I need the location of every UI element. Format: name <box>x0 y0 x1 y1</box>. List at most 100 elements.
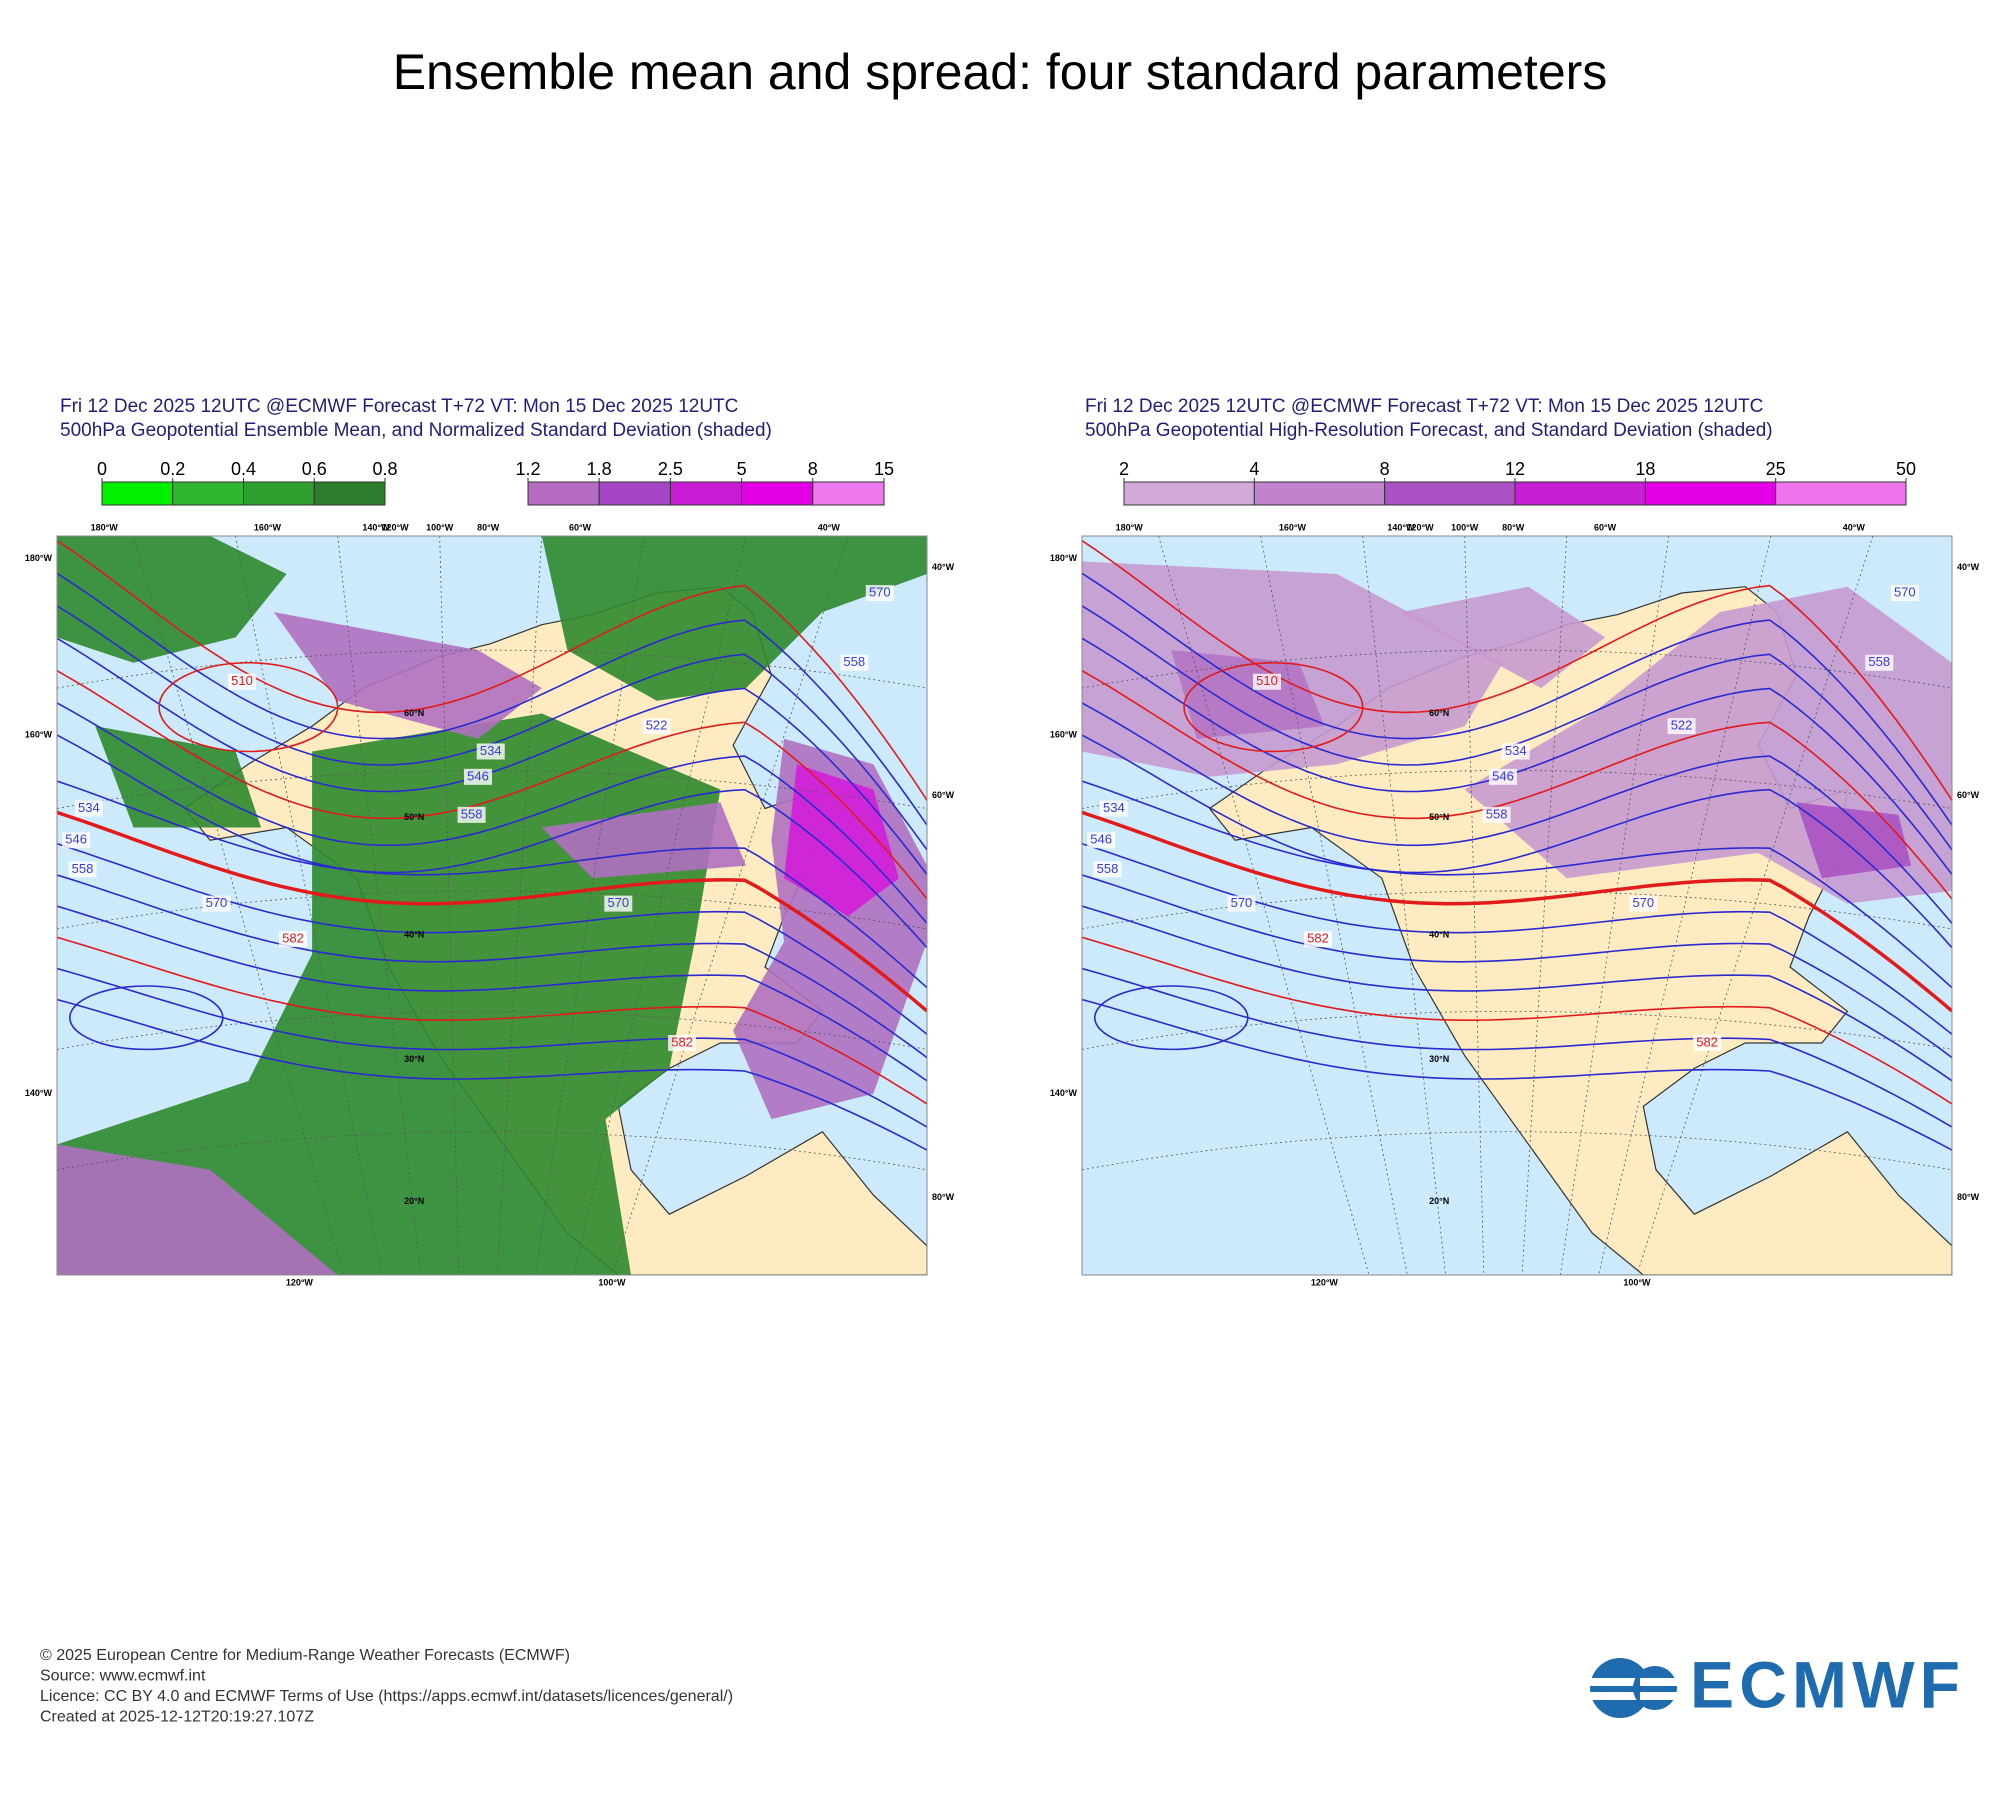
map-frame <box>1081 535 1953 1276</box>
contour-label-bg <box>202 895 231 912</box>
contour-line <box>57 905 927 1082</box>
graticule <box>57 1131 927 1171</box>
degree-label: 30°N <box>404 1054 424 1064</box>
panel-header: 500hPa Geopotential Ensemble Mean, and N… <box>60 420 772 441</box>
degree-label: 40°W <box>932 562 955 572</box>
contour-line <box>57 874 927 1059</box>
degree-label: 120°W <box>286 1277 314 1287</box>
colorbar-segment <box>313 481 386 506</box>
degree-label: 60°W <box>569 522 592 532</box>
map <box>57 536 927 1275</box>
contour-label-bg <box>74 800 103 817</box>
colorbar-segment <box>101 481 174 506</box>
contour-label: 558 <box>461 806 483 821</box>
contour-label-bg <box>1303 931 1332 948</box>
footer-line: © 2025 European Centre for Medium-Range … <box>40 1647 570 1664</box>
contour-label: 534 <box>480 743 502 758</box>
graticule <box>57 890 927 930</box>
panel-header: Fri 12 Dec 2025 12UTC @ECMWF Forecast T+… <box>1085 396 1763 417</box>
colorbar-tick-label: 18 <box>1635 459 1655 479</box>
contour-line <box>1082 874 1952 1059</box>
shaded-area <box>95 726 262 828</box>
contour-line <box>158 661 339 753</box>
contour-label-bg <box>1667 718 1696 735</box>
shaded-area <box>57 713 721 1275</box>
graticule <box>1082 1010 1952 1050</box>
colorbar-tick-label: 50 <box>1896 459 1916 479</box>
contour-label: 558 <box>843 654 865 669</box>
degree-label: 180°W <box>1050 553 1078 563</box>
panel-header: 500hPa Geopotential High-Resolution Fore… <box>1085 420 1773 441</box>
degree-label: 60°N <box>404 708 424 718</box>
degree-label: 160°W <box>1279 522 1307 532</box>
colorbar-tick-label: 25 <box>1766 459 1786 479</box>
graticule <box>1082 890 1952 930</box>
colorbar-segment <box>812 481 885 506</box>
colorbar-tick-label: 8 <box>808 459 818 479</box>
colorbar-segment <box>1384 481 1516 506</box>
degree-label: 160°W <box>254 522 282 532</box>
map <box>1082 536 1952 1275</box>
shaded-area <box>1796 802 1912 879</box>
contour-line <box>57 810 927 1013</box>
degree-label: 60°W <box>1957 790 1980 800</box>
contour-line <box>1082 936 1952 1105</box>
colorbar-tick-label: 0 <box>97 459 107 479</box>
contour-label-bg <box>1890 585 1919 602</box>
degree-label: 100°W <box>1623 1277 1651 1287</box>
contour-label: 558 <box>72 861 94 876</box>
contour-label: 570 <box>607 895 629 910</box>
map-frame <box>56 535 928 1276</box>
colorbar-tick-label: 5 <box>737 459 747 479</box>
degree-label: 60°W <box>932 790 955 800</box>
colorbar-segment <box>669 481 743 506</box>
degree-label: 80°W <box>477 522 500 532</box>
colorbar-tick-label: 12 <box>1505 459 1525 479</box>
degree-label: 40°N <box>404 930 424 940</box>
degree-label: 100°W <box>598 1277 626 1287</box>
degree-label: 100°W <box>1451 522 1479 532</box>
colorbar-tick-label: 15 <box>874 459 894 479</box>
contour-line <box>1082 780 1952 989</box>
degree-label: 140°W <box>1050 1088 1078 1098</box>
contour-label: 558 <box>1097 861 1119 876</box>
degree-label: 180°W <box>1116 522 1144 532</box>
graticule <box>235 536 383 1275</box>
degree-label: 180°W <box>25 553 53 563</box>
graticule <box>57 649 927 689</box>
degree-label: 40°W <box>818 522 841 532</box>
contour-line <box>1082 540 1952 801</box>
graticule <box>1082 649 1952 689</box>
contour-line <box>1082 967 1952 1128</box>
colorbar-segment <box>598 481 671 506</box>
contour-label-bg <box>62 832 91 849</box>
colorbar-segment <box>172 481 244 506</box>
degree-label: 40°W <box>1843 522 1866 532</box>
footer-line: Created at 2025-12-12T20:19:27.107Z <box>40 1709 314 1726</box>
contour-line <box>57 637 927 875</box>
contour-line <box>57 670 927 900</box>
contour-line <box>57 572 927 826</box>
contour-line <box>57 780 927 989</box>
contour-label-bg <box>1865 654 1894 671</box>
graticule <box>57 1010 927 1050</box>
contour-label: 510 <box>231 673 253 688</box>
graticule <box>1521 536 1568 1275</box>
contour-label: 582 <box>671 1034 693 1049</box>
degree-label: 80°W <box>932 1192 955 1202</box>
graticule <box>1636 536 1874 1275</box>
shaded-area <box>1400 586 1605 689</box>
graticule <box>611 536 849 1275</box>
contour-label-bg <box>1693 1035 1722 1052</box>
colorbar-segment <box>1253 481 1386 506</box>
contour-line <box>57 936 927 1105</box>
graticule <box>1598 536 1772 1275</box>
contour-label-bg <box>1252 673 1281 690</box>
graticule <box>133 536 345 1275</box>
graticule <box>1464 536 1485 1275</box>
colorbar-segment <box>527 481 600 506</box>
contour-label: 534 <box>78 800 100 815</box>
page-title: Ensemble mean and spread: four standard … <box>393 44 1608 100</box>
contour-label-bg <box>1629 895 1658 912</box>
degree-label: 60°N <box>1429 708 1449 718</box>
